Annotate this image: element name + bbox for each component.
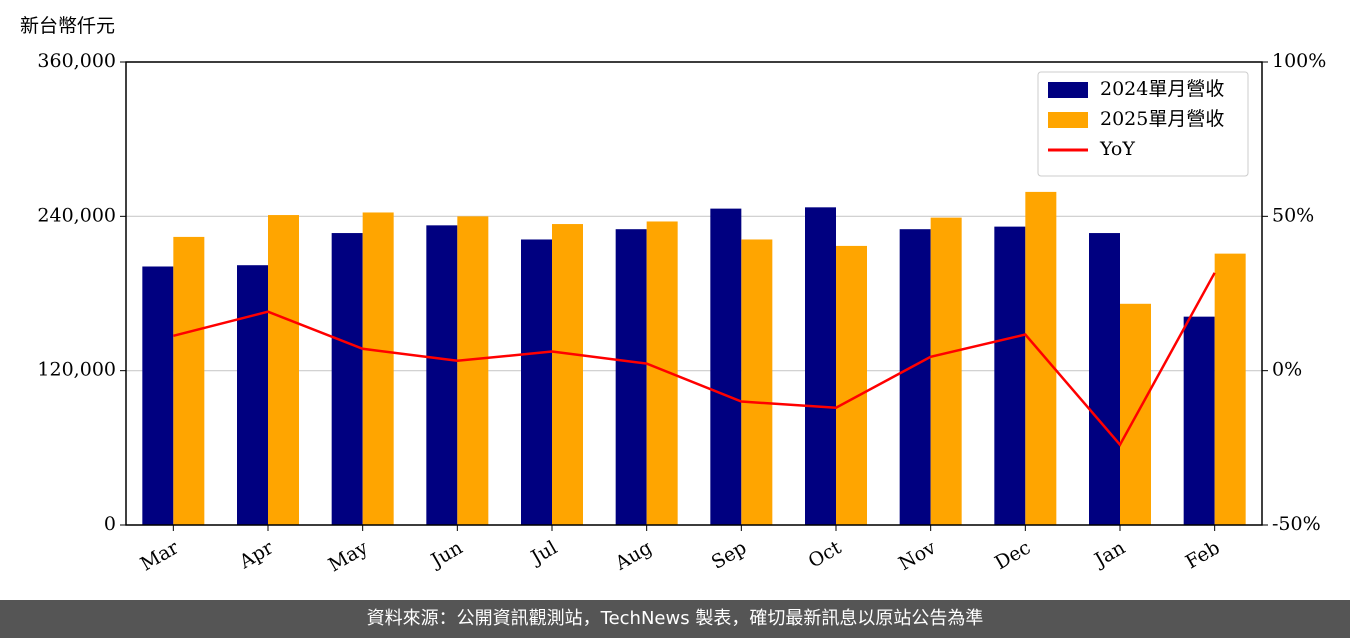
y2-tick-label: 0% <box>1272 359 1302 381</box>
bar <box>1183 316 1215 525</box>
bar <box>142 266 174 525</box>
x-tick-label: Jan <box>1089 537 1129 573</box>
y-tick-label: 240,000 <box>37 204 116 226</box>
bar <box>930 217 962 525</box>
y-axis-title: 新台幣仟元 <box>20 15 115 37</box>
x-tick-label: May <box>325 536 372 576</box>
x-tick-label: Aug <box>611 537 656 576</box>
y-tick-label: 0 <box>104 513 116 535</box>
legend-label: 2024單月營收 <box>1100 78 1224 100</box>
bar <box>1089 233 1120 525</box>
y2-tick-label: 50% <box>1272 204 1314 226</box>
legend-swatch <box>1048 112 1088 128</box>
x-tick-label: Apr <box>235 536 278 573</box>
bar <box>426 225 458 525</box>
y-tick-label: 120,000 <box>37 359 116 381</box>
legend-swatch <box>1048 82 1088 98</box>
chart: 新台幣仟元 0 120,000 240,000 360,000 -50% 0% 50% 100… <box>20 15 1326 576</box>
x-tick-label: Dec <box>991 537 1034 575</box>
bar <box>552 224 583 526</box>
plot-frame <box>125 61 1263 526</box>
footer: 資料來源：公開資訊觀測站，TechNews 製表，確切最新訊息以原站公告為準 <box>0 600 1350 638</box>
x-tick-label: Sep <box>708 537 751 574</box>
x-tick-label: Mar <box>137 536 183 575</box>
bar <box>899 229 931 525</box>
bar <box>994 226 1026 525</box>
bar <box>362 212 394 525</box>
bar <box>1214 253 1246 525</box>
x-tick-label: Jun <box>426 537 467 573</box>
legend-label: YoY <box>1099 138 1135 160</box>
bar <box>836 245 867 526</box>
bar <box>805 207 836 525</box>
line <box>173 272 1216 447</box>
x-tick-label: Feb <box>1182 537 1224 574</box>
legend-box <box>1037 71 1249 177</box>
bar <box>710 208 742 525</box>
bar <box>521 239 552 525</box>
x-tick-label: Nov <box>895 536 940 575</box>
x-tick-label: Oct <box>805 536 846 572</box>
bar <box>741 239 773 525</box>
legend-label: 2025單月營收 <box>1100 108 1224 130</box>
y-tick-label: 360,000 <box>37 50 116 72</box>
bar <box>331 233 363 525</box>
y2-tick-label: 100% <box>1272 50 1326 72</box>
bar <box>268 215 299 525</box>
bar <box>237 265 268 525</box>
x-tick-label: Jul <box>526 537 561 570</box>
bar <box>1025 191 1057 525</box>
bar <box>615 229 647 525</box>
bar <box>457 216 489 526</box>
y2-tick-label: -50% <box>1272 513 1321 535</box>
bar <box>173 236 205 525</box>
